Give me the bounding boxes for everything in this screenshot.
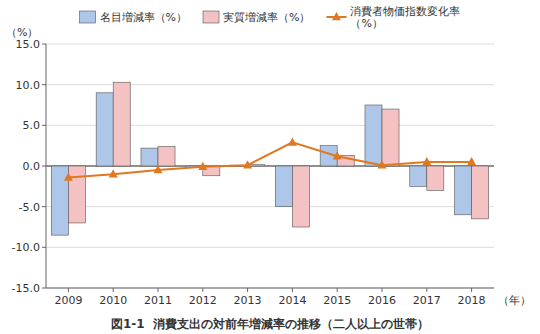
grid-line xyxy=(46,206,494,207)
x-tick xyxy=(113,288,114,292)
legend-label: 名目増減率（%） xyxy=(100,11,187,24)
legend-swatch xyxy=(80,11,96,23)
legend-marker xyxy=(332,12,341,20)
y-tick-label: 10.0 xyxy=(16,79,41,92)
x-tick xyxy=(382,288,383,292)
marker xyxy=(333,151,342,159)
line xyxy=(68,142,471,177)
x-tick xyxy=(426,288,427,292)
x-tick-label: 2011 xyxy=(144,294,172,307)
legend-item: 名目増減率（%） xyxy=(80,11,187,24)
plot-area xyxy=(51,82,488,235)
grid-line xyxy=(46,247,494,248)
title: 図1-1 消費支出の対前年増減率の推移（二人以上の世帯） xyxy=(111,317,429,331)
legend-swatch xyxy=(203,11,219,23)
x-tick-label: 2013 xyxy=(234,294,262,307)
marker xyxy=(198,162,207,170)
line-series xyxy=(64,137,476,180)
marker xyxy=(422,157,431,165)
x-tick xyxy=(68,288,69,292)
chart: -15.0 -10.0 -5.0 0.0 5.0 10.0 15.0 2009 2010 2011… xyxy=(0,0,540,334)
marker xyxy=(243,160,252,168)
y-tick xyxy=(42,44,46,45)
bar xyxy=(68,166,85,223)
x-tick xyxy=(158,288,159,292)
x-tick-label: 2017 xyxy=(413,294,441,307)
y-tick xyxy=(42,247,46,248)
bar xyxy=(410,166,427,186)
x-tick xyxy=(202,288,203,292)
y-axis-label: （%） xyxy=(6,26,38,39)
x-tick-label: 2010 xyxy=(99,294,127,307)
y-tick xyxy=(42,166,46,167)
marker xyxy=(467,157,476,165)
y-tick-label: 15.0 xyxy=(16,38,41,51)
bar xyxy=(141,148,158,166)
x-tick xyxy=(247,288,248,292)
y-tick-label: 5.0 xyxy=(23,119,41,132)
bar xyxy=(382,109,399,166)
bar xyxy=(96,93,113,166)
bar xyxy=(455,166,472,215)
y-tick xyxy=(42,288,46,289)
bar xyxy=(292,166,309,227)
legend: 名目増減率（%） 実質増減率（%） 消費者物価指数変化率（%） xyxy=(80,5,461,30)
x-tick-label: 2016 xyxy=(368,294,396,307)
marker xyxy=(288,137,297,145)
x-tick-label: 2009 xyxy=(54,294,82,307)
y-axis: -15.0 -10.0 -5.0 0.0 5.0 10.0 15.0 xyxy=(12,38,494,295)
marker xyxy=(64,172,73,180)
marker xyxy=(109,169,118,177)
x-tick-label: 2014 xyxy=(278,294,306,307)
y-tick xyxy=(42,125,46,126)
grid-line xyxy=(46,44,494,45)
legend-item: 消費者物価指数変化率（%） xyxy=(326,5,460,30)
legend-label: 消費者物価指数変化率（%） xyxy=(350,5,460,30)
x-tick xyxy=(292,288,293,292)
bar-series xyxy=(68,82,488,227)
bar xyxy=(51,166,68,235)
y-tick-label: -5.0 xyxy=(19,201,40,214)
bar xyxy=(275,166,292,207)
x-tick xyxy=(337,288,338,292)
y-tick xyxy=(42,84,46,85)
legend-label: 実質増減率（%） xyxy=(223,11,310,24)
bar xyxy=(365,105,382,166)
y-axis-line xyxy=(46,44,47,288)
bar xyxy=(113,82,130,166)
y-tick-label: -15.0 xyxy=(12,282,40,295)
x-tick xyxy=(471,288,472,292)
y-tick-label: 0.0 xyxy=(23,160,41,173)
bar xyxy=(472,166,489,219)
marker xyxy=(154,165,163,173)
bar xyxy=(158,146,175,166)
x-tick-label: 2018 xyxy=(458,294,486,307)
y-tick xyxy=(42,206,46,207)
x-tick-label: 2012 xyxy=(189,294,217,307)
marker xyxy=(378,160,387,168)
y-tick-label: -10.0 xyxy=(12,241,40,254)
x-axis-label: （年） xyxy=(498,294,531,307)
bar xyxy=(427,166,444,190)
legend-item: 実質増減率（%） xyxy=(203,11,310,24)
x-tick-label: 2015 xyxy=(323,294,351,307)
